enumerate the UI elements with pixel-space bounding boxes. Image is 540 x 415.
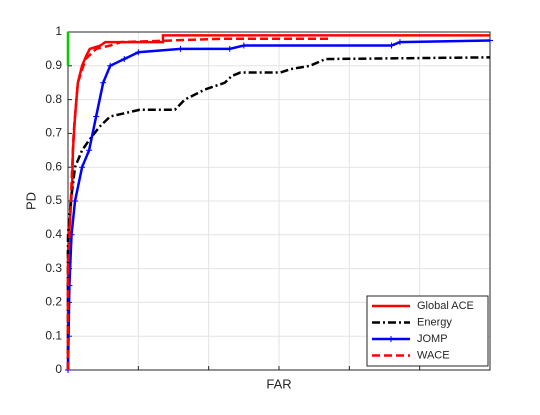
legend-label: Energy bbox=[417, 316, 452, 328]
marker bbox=[72, 198, 79, 204]
y-tick-label: 0.1 bbox=[45, 328, 62, 342]
y-tick-label: 0.8 bbox=[45, 92, 62, 106]
marker bbox=[100, 79, 107, 86]
series-line bbox=[66, 56, 491, 370]
marker bbox=[226, 45, 233, 52]
x-axis-label: FAR bbox=[266, 376, 291, 391]
marker bbox=[396, 39, 403, 46]
y-tick-label: 0.9 bbox=[45, 58, 62, 72]
marker bbox=[107, 62, 114, 69]
y-tick-label: 0.3 bbox=[45, 261, 62, 275]
legend-label: WACE bbox=[417, 349, 450, 361]
marker bbox=[388, 42, 395, 49]
y-tick-label: 0.4 bbox=[45, 227, 62, 241]
marker bbox=[135, 49, 142, 56]
y-tick-label: 0.6 bbox=[45, 159, 62, 173]
legend-label: JOMP bbox=[417, 333, 448, 345]
y-tick-label: 0.7 bbox=[45, 126, 62, 140]
marker bbox=[79, 164, 86, 171]
marker bbox=[86, 147, 93, 154]
y-tick-label: 0.2 bbox=[45, 295, 62, 309]
marker bbox=[487, 37, 493, 44]
marker bbox=[240, 42, 247, 49]
legend: Global ACE Energy JOMP WACE bbox=[366, 295, 489, 367]
y-tick-label: 1 bbox=[55, 24, 62, 38]
y-tick-label: 0 bbox=[55, 362, 62, 376]
y-axis-label: PD bbox=[23, 192, 38, 210]
marker bbox=[93, 113, 100, 120]
y-tick-label: 0.5 bbox=[45, 193, 62, 207]
axes-box bbox=[67, 31, 491, 371]
series-line bbox=[66, 35, 330, 370]
legend-marker bbox=[388, 336, 394, 342]
marker bbox=[121, 56, 128, 63]
legend-label: Global ACE bbox=[417, 300, 474, 312]
marker bbox=[177, 45, 184, 52]
